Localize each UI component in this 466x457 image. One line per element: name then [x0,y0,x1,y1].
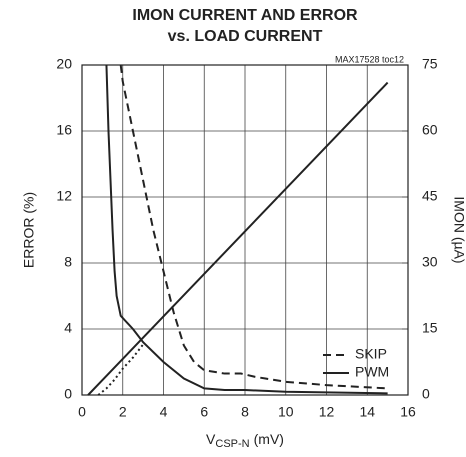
series-line [105,64,388,395]
y2-tick-label: 45 [422,188,438,204]
x-tick-label: 6 [200,404,208,420]
annotation: MAX17528 toc12 [335,54,404,64]
x-tick-label: 4 [160,404,168,420]
chart-title: vs. LOAD CURRENT [168,28,323,45]
x-label-sub: CSP-N [215,438,249,450]
y-tick-label: 12 [56,188,72,204]
y2-tick-label: 30 [422,254,438,270]
x-axis-label: VCSP-N (mV) [206,431,284,450]
x-tick-label: 8 [241,404,249,420]
y2-tick-label: 60 [422,122,438,138]
x-tick-label: 2 [119,404,127,420]
x-tick-label: 16 [400,404,416,420]
y2-tick-label: 75 [422,56,438,72]
series-line [97,343,144,396]
y-tick-label: 4 [64,320,72,336]
series-line [119,64,388,390]
legend-label: PWM [355,364,389,380]
plot-frame [81,64,409,396]
x-tick-label: 10 [278,404,294,420]
y2-tick-label: 0 [422,386,430,402]
legend-label: SKIP [355,346,387,362]
y-tick-label: 16 [56,122,72,138]
y-axis-label: ERROR (%) [21,192,37,268]
y2-tick-label: 15 [422,320,438,336]
y-tick-label: 20 [56,56,72,72]
x-label-unit: (mV) [254,431,284,447]
x-tick-label: 14 [359,404,375,420]
x-label-main: V [206,431,216,447]
x-tick-label: 12 [319,404,335,420]
y-tick-label: 8 [64,254,72,270]
y-tick-label: 0 [64,386,72,402]
chart-title: IMON CURRENT AND ERROR [132,7,358,24]
y2-axis-label: IMON (µA) [451,196,466,263]
x-tick-label: 0 [78,404,86,420]
series-line [87,81,389,396]
